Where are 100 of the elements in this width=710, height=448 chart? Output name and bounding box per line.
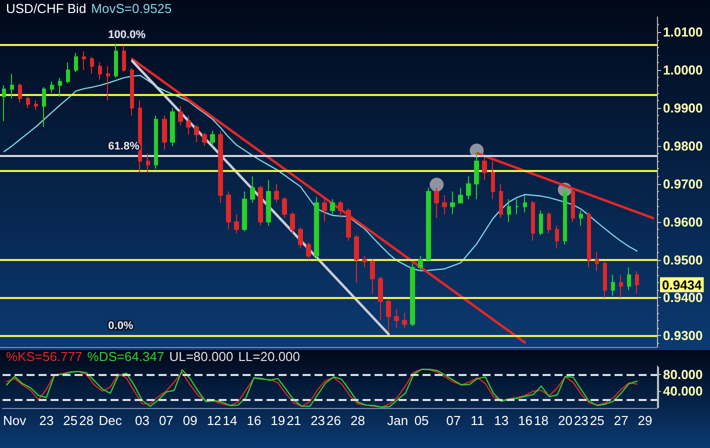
candlestick: [474, 151, 479, 200]
x-tick-label: 18: [534, 413, 549, 428]
candlestick: [563, 187, 567, 246]
x-tick-label: 25: [63, 413, 78, 428]
candlestick: [242, 190, 247, 232]
candlestick: [50, 80, 54, 94]
x-tick-label: Jan: [387, 413, 408, 428]
candlestick: [26, 96, 30, 109]
candlestick: [370, 259, 375, 294]
x-tick-label: 23: [574, 413, 588, 428]
x-tick-label: 09: [182, 413, 198, 428]
candlestick: [450, 190, 455, 215]
y-tick-label: 40.000: [663, 384, 703, 399]
candlestick: [58, 77, 62, 98]
x-tick-label: 28: [79, 413, 94, 428]
candlestick: [587, 212, 591, 268]
candlestick: [346, 208, 351, 242]
candlestick: [250, 176, 255, 204]
x-tick-label: 21: [286, 413, 302, 428]
annotation: 100.0%: [108, 28, 146, 41]
x-tick-label: 26: [326, 413, 342, 428]
y-tick-label: 0.9600: [663, 214, 703, 230]
x-tick-label: 27: [614, 413, 628, 428]
candlestick: [491, 160, 495, 200]
candlestick: [611, 274, 615, 296]
candlestick: [162, 115, 167, 150]
candlestick: [354, 234, 359, 284]
candlestick: [547, 212, 551, 234]
candlestick: [226, 190, 231, 230]
ref-line-label: UL=80.000: [169, 349, 234, 364]
candlestick: [627, 266, 631, 291]
series-label: %DS=64.347: [87, 349, 164, 364]
x-tick-label: 20: [558, 413, 572, 428]
candlestick: [154, 115, 158, 170]
candlestick: [282, 196, 287, 219]
x-tick-label: 11: [470, 413, 484, 428]
text: MovS=0.9525: [91, 1, 172, 16]
candlestick: [595, 252, 599, 272]
candlestick: [90, 56, 94, 74]
candlestick: [314, 196, 319, 260]
x-tick-label: 25: [590, 413, 604, 428]
candlestick: [74, 52, 78, 72]
candlestick: [418, 255, 423, 272]
candlestick: [410, 263, 415, 327]
candlestick: [619, 274, 623, 298]
candlestick: [507, 198, 511, 222]
x-tick-label: 05: [414, 413, 429, 428]
y-tick-label: 0.9900: [663, 100, 703, 116]
candlestick: [362, 255, 367, 268]
x-tick-label: 13: [494, 413, 509, 428]
candlestick: [234, 214, 239, 234]
candlestick: [274, 183, 279, 204]
x-tick-label: 23: [310, 413, 326, 428]
candlestick: [178, 106, 183, 126]
x-tick-label: 16: [518, 413, 533, 428]
candlestick: [306, 242, 311, 260]
candlestick: [186, 115, 191, 136]
candlestick: [338, 200, 343, 219]
candlestick: [138, 100, 142, 174]
candlestick: [266, 180, 271, 226]
candlestick: [98, 62, 102, 80]
x-tick-label: 19: [270, 413, 286, 428]
candlestick: [330, 198, 335, 215]
x-tick-label: 16: [246, 413, 262, 428]
candlestick: [194, 124, 199, 143]
x-tick-label: 14: [222, 413, 238, 428]
candlestick: [290, 212, 295, 234]
x-tick-label: 07: [446, 413, 461, 428]
candlestick: [482, 156, 487, 181]
candlestick: [66, 62, 70, 84]
candlestick: [42, 86, 46, 128]
candlestick: [170, 108, 175, 146]
candlestick: [499, 183, 503, 219]
candlestick: [130, 68, 134, 116]
candlestick: [114, 43, 118, 78]
candlestick: [18, 82, 22, 103]
candlestick: [579, 210, 583, 226]
candlestick: [202, 132, 207, 146]
candlestick: [555, 225, 559, 249]
y-tick-label: 0.9400: [663, 290, 703, 306]
x-tick-label: Dec: [98, 413, 122, 428]
y-tick-label: 1.0100: [663, 24, 703, 40]
candlestick: [258, 185, 263, 226]
annotation: 0.0%: [108, 320, 134, 332]
candlestick: [82, 50, 86, 71]
y-tick-label: 1.0000: [663, 62, 703, 78]
candlestick: [122, 44, 126, 72]
candlestick: [2, 84, 6, 122]
candlestick: [434, 187, 439, 219]
point: [430, 178, 444, 192]
x-tick-label: Nov: [2, 413, 27, 428]
y-tick-label: 0.9800: [663, 138, 703, 154]
y-tick-label: 0.9700: [663, 176, 703, 192]
x-tick-label: 07: [158, 413, 174, 428]
candlestick: [515, 198, 519, 215]
annotation: 0.9434: [662, 277, 703, 292]
candlestick: [635, 270, 639, 294]
candlestick: [34, 100, 38, 110]
ref-line-label: LL=20.000: [238, 349, 300, 364]
candlestick: [458, 187, 463, 204]
